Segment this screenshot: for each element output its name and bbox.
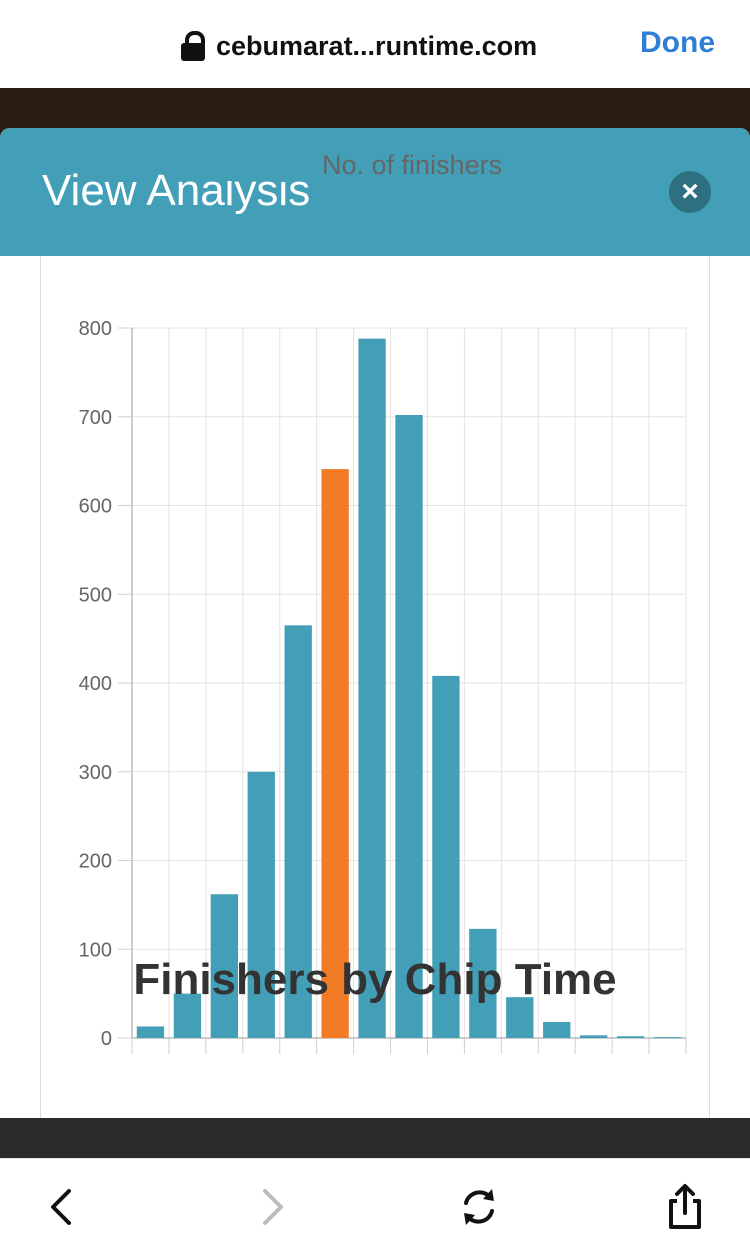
y-tick-label: 100	[79, 939, 112, 961]
chart-legend[interactable]: No. of finishers	[226, 150, 502, 181]
y-tick-label: 400	[79, 673, 112, 695]
share-button[interactable]	[657, 1179, 713, 1235]
bar	[432, 675, 460, 1038]
url-text: cebumarat...runtime.com	[216, 30, 538, 61]
back-button[interactable]	[34, 1179, 90, 1235]
y-tick-label: 200	[79, 851, 112, 873]
bar-chart: 0 100 200 300 400 500 600 700 800	[79, 318, 687, 1054]
bar	[580, 1035, 608, 1038]
bar	[210, 894, 238, 1038]
y-tick-label: 600	[79, 496, 112, 518]
legend-label: No. of finishers	[322, 150, 503, 180]
chevron-right-icon	[263, 1189, 283, 1225]
share-icon	[669, 1184, 701, 1229]
bar	[506, 997, 534, 1038]
close-button[interactable]: ×	[669, 171, 711, 213]
browser-top-bar: cebumarat...runtime.com Done	[0, 0, 750, 88]
url-display[interactable]: cebumarat...runtime.com	[180, 26, 537, 66]
refresh-button[interactable]	[451, 1179, 507, 1235]
bar	[247, 771, 275, 1038]
chart-frame	[40, 256, 710, 1118]
bar	[284, 625, 312, 1038]
y-tick-label: 0	[101, 1028, 112, 1050]
bar	[395, 414, 423, 1039]
chevron-left-icon	[51, 1189, 71, 1225]
y-tick-label: 700	[79, 407, 112, 429]
browser-bottom-toolbar	[0, 1158, 750, 1255]
bar	[543, 1022, 571, 1038]
bar	[358, 338, 386, 1038]
done-button[interactable]: Done	[640, 26, 715, 59]
legend-swatch	[226, 150, 306, 181]
bar-highlighted	[321, 469, 349, 1038]
bar	[616, 1036, 645, 1038]
bar	[653, 1037, 682, 1039]
chart-title: Finishers by Chip Time	[133, 955, 617, 1004]
bar	[136, 1026, 165, 1038]
refresh-icon	[464, 1189, 494, 1225]
bar	[469, 928, 497, 1038]
forward-button[interactable]	[244, 1179, 300, 1235]
lock-icon	[180, 31, 206, 61]
y-tick-label: 300	[79, 762, 112, 784]
y-tick-label: 500	[79, 584, 112, 606]
y-tick-label: 800	[79, 318, 112, 340]
bar	[173, 993, 202, 1038]
page-background-bottom	[0, 1118, 750, 1158]
